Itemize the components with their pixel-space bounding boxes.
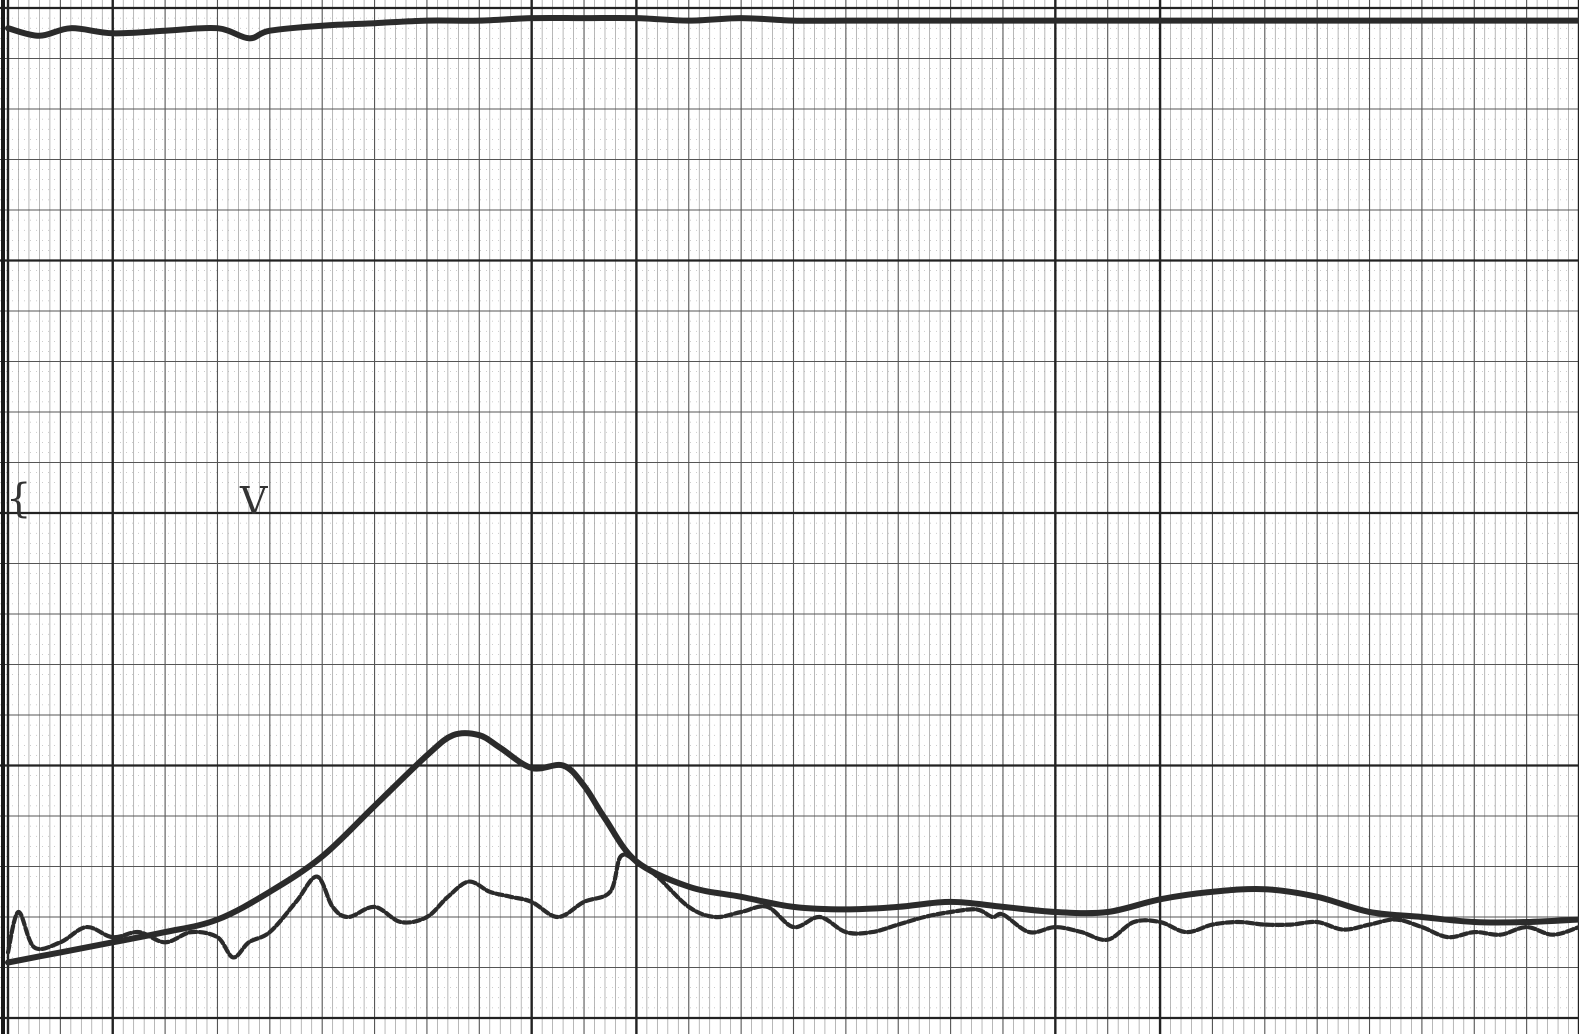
series-line-3	[5, 852, 1579, 960]
handwritten-marks: { V	[6, 476, 268, 523]
handwritten-v-mark: V	[239, 479, 268, 523]
handwritten-brace-mark: {	[6, 476, 31, 522]
series-line-1	[5, 14, 1579, 42]
series-layer	[5, 14, 1579, 966]
series-line-2	[5, 730, 1579, 966]
